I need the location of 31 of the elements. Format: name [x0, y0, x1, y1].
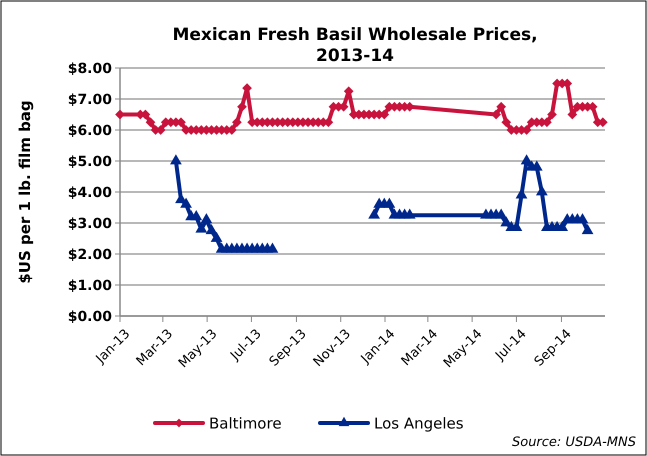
point	[404, 208, 416, 219]
source-note: Source: USDA-MNS	[512, 435, 636, 450]
point	[576, 213, 588, 224]
point	[170, 154, 182, 164]
point	[200, 213, 212, 224]
point	[582, 224, 594, 234]
y-tick-label: $1.00	[68, 278, 112, 294]
chart-title: Mexican Fresh Basil Wholesale Prices, 2013-14	[172, 25, 538, 66]
point	[266, 242, 278, 253]
point	[536, 185, 548, 196]
point	[190, 210, 202, 220]
y-axis-title: $US per 1 lb. film bag	[16, 100, 34, 284]
y-tick-label: $8.00	[68, 60, 112, 77]
point	[495, 208, 508, 219]
y-tick-label: $4.00	[68, 184, 112, 201]
point	[210, 232, 222, 242]
y-tick-label: $7.00	[68, 92, 112, 108]
y-tick-label: $5.00	[68, 154, 112, 170]
y-tick-label: $6.00	[68, 122, 112, 139]
y-tick-label: $2.00	[68, 246, 112, 263]
point	[383, 198, 396, 208]
point	[530, 160, 543, 171]
point	[195, 222, 208, 233]
y-tick-label: $3.00	[68, 216, 112, 232]
legend-label: Baltimore	[209, 414, 282, 432]
legend-label: Los Angeles	[374, 414, 464, 432]
point	[520, 154, 532, 164]
y-tick-label: $0.00	[68, 308, 112, 325]
point	[180, 198, 192, 208]
point	[368, 208, 380, 219]
point	[206, 224, 218, 234]
